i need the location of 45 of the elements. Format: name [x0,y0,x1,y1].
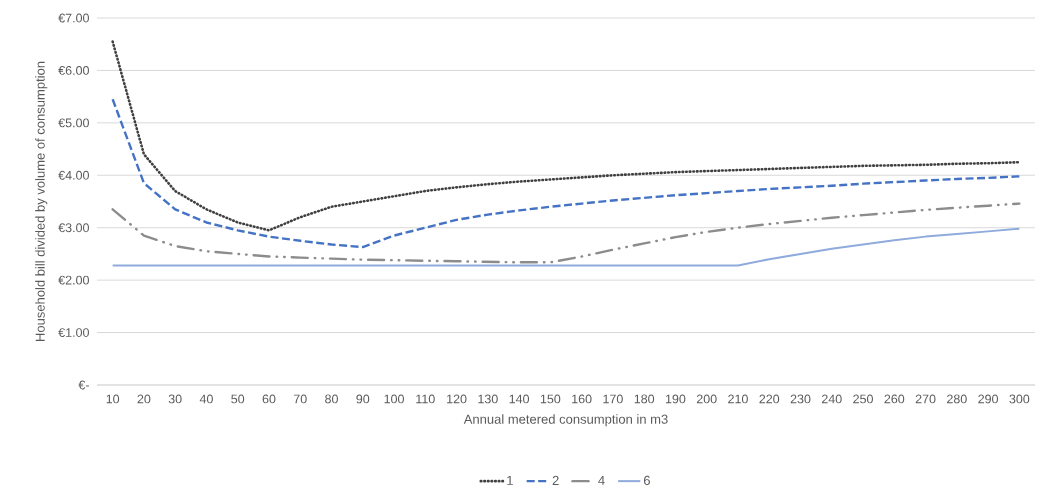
x-tick-label: 130 [478,394,498,404]
legend-label: 2 [552,475,559,485]
x-tick-label: 200 [696,394,717,404]
x-tick-label: 220 [759,394,780,404]
x-axis-title: Annual metered consumption in m3 [463,414,668,427]
x-tick-label: 190 [665,394,686,404]
legend-label: 1 [507,475,513,485]
x-tick-label: 140 [509,394,530,404]
x-tick-label: 20 [137,394,151,404]
y-tick-label: €1.00 [58,328,89,337]
x-tick-label: 260 [884,394,905,404]
x-tick-label: 40 [199,394,213,404]
y-axis-title: Household bill divided by volume of consumption [35,61,48,341]
y-tick-label: €6.00 [58,66,89,75]
x-tick-label: 70 [293,394,307,404]
x-tick-label: 10 [106,394,120,404]
line-series [111,40,1021,232]
x-tick-label: 150 [540,394,561,404]
y-tick-label: €4.00 [58,170,89,180]
x-tick-label: 60 [262,394,276,404]
y-tick-label: €5.00 [58,118,89,128]
y-tick-label: €7.00 [58,13,89,23]
x-tick-label: 160 [572,394,592,404]
x-tick-label: 210 [728,394,748,404]
y-tick-label: €3.00 [58,223,89,233]
legend-label: 4 [598,475,605,485]
x-tick-label: 100 [384,394,404,404]
x-tick-label: 110 [416,394,435,404]
x-tick-label: 80 [325,394,338,404]
x-tick-label: 180 [634,394,655,404]
x-tick-label: 50 [231,394,245,404]
x-tick-label: 250 [853,394,873,404]
x-tick-label: 270 [915,394,936,404]
x-tick-label: 230 [790,394,811,404]
x-tick-label: 30 [168,394,182,404]
x-tick-label: 300 [1009,394,1030,404]
x-tick-label: 120 [447,394,467,404]
legend-label: 6 [643,475,650,486]
y-tick-label: €- [78,380,89,390]
x-tick-label: 170 [603,394,623,404]
x-tick-label: 90 [356,394,370,404]
x-tick-label: 240 [821,394,842,404]
x-tick-label: 280 [947,394,967,404]
y-tick-label: €2.00 [58,275,89,285]
x-tick-label: 290 [978,394,999,404]
